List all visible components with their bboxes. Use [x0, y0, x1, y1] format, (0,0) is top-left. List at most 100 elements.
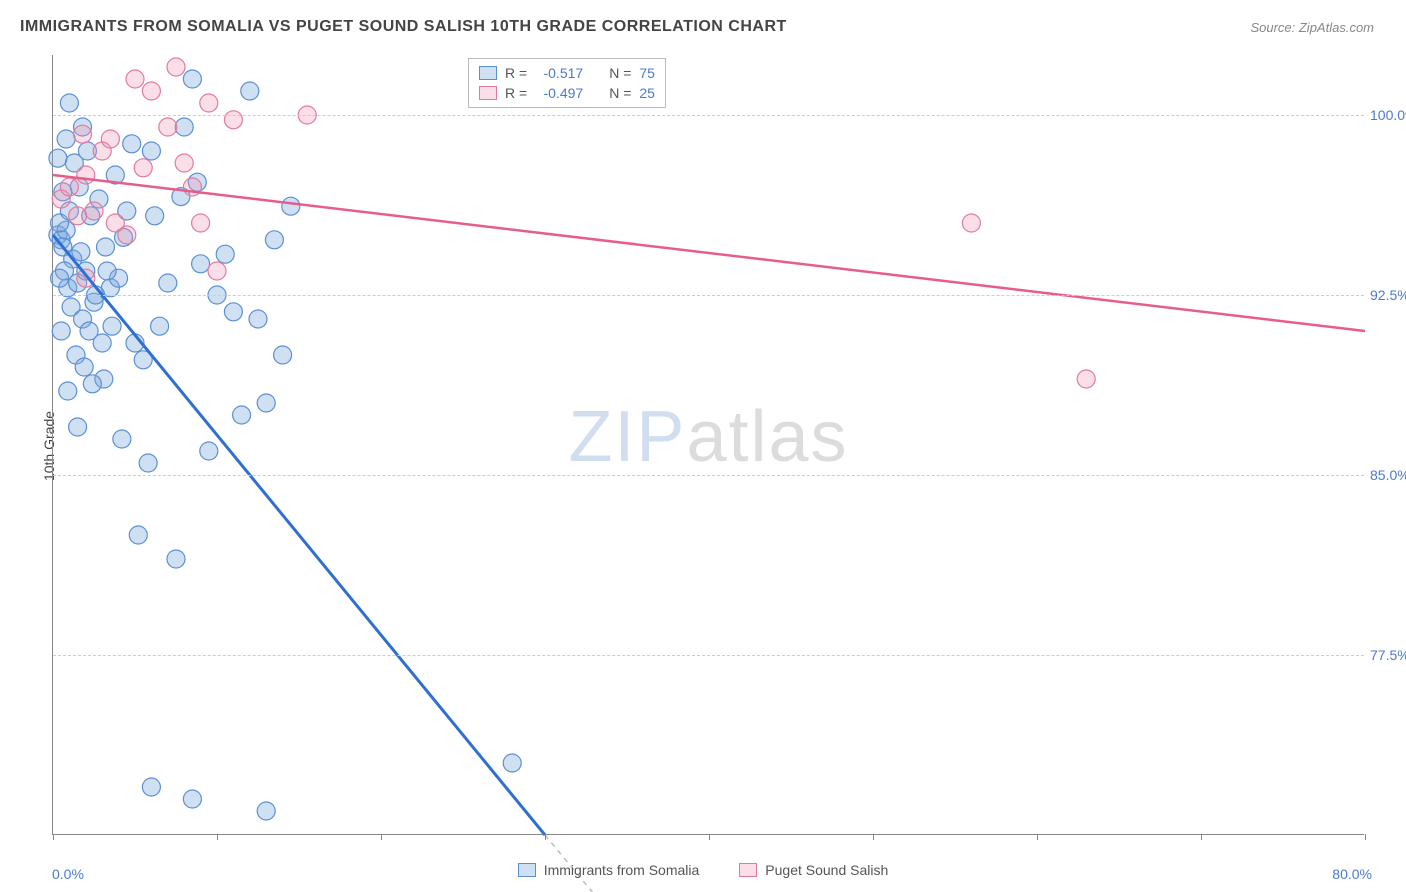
chart-svg: [53, 55, 1364, 834]
data-point: [96, 238, 114, 256]
legend-series-label: Puget Sound Salish: [765, 862, 888, 878]
n-label: N =: [609, 65, 631, 81]
data-point: [224, 303, 242, 321]
data-point: [151, 317, 169, 335]
data-point: [60, 94, 78, 112]
data-point: [142, 82, 160, 100]
r-label: R =: [505, 65, 527, 81]
n-value: 25: [639, 85, 655, 101]
x-tick: [1201, 834, 1202, 840]
data-point: [274, 346, 292, 364]
legend-stat-row: R = -0.517 N = 75: [479, 63, 655, 83]
x-tick: [873, 834, 874, 840]
data-point: [139, 454, 157, 472]
data-point: [159, 274, 177, 292]
data-point: [52, 322, 70, 340]
data-point: [74, 125, 92, 143]
chart-title: IMMIGRANTS FROM SOMALIA VS PUGET SOUND S…: [20, 18, 787, 36]
data-point: [175, 118, 193, 136]
data-point: [142, 142, 160, 160]
y-tick-label: 85.0%: [1370, 467, 1406, 483]
data-point: [159, 118, 177, 136]
data-point: [167, 58, 185, 76]
gridline-h: [53, 115, 1364, 116]
data-point: [69, 418, 87, 436]
x-tick: [709, 834, 710, 840]
trendline-blue: [53, 235, 545, 835]
data-point: [51, 269, 69, 287]
n-label: N =: [609, 85, 631, 101]
data-point: [57, 130, 75, 148]
data-point: [77, 166, 95, 184]
data-point: [83, 375, 101, 393]
data-point: [49, 149, 67, 167]
legend-series-label: Immigrants from Somalia: [544, 862, 700, 878]
data-point: [98, 262, 116, 280]
data-point: [249, 310, 267, 328]
r-value: -0.517: [535, 65, 583, 81]
data-point: [282, 197, 300, 215]
data-point: [60, 178, 78, 196]
data-point: [146, 207, 164, 225]
data-point: [103, 317, 121, 335]
data-point: [224, 111, 242, 129]
data-point: [72, 243, 90, 261]
data-point: [1077, 370, 1095, 388]
data-point: [962, 214, 980, 232]
x-tick: [1037, 834, 1038, 840]
chart-plot-area: ZIPatlas 100.0%92.5%85.0%77.5%: [52, 55, 1364, 835]
data-point: [101, 130, 119, 148]
legend-series-item: Puget Sound Salish: [739, 862, 888, 878]
legend-swatch: [518, 863, 536, 877]
data-point: [183, 790, 201, 808]
gridline-h: [53, 475, 1364, 476]
trendline-pink: [53, 175, 1365, 331]
x-tick: [217, 834, 218, 840]
data-point: [113, 430, 131, 448]
data-point: [216, 245, 234, 263]
data-point: [59, 382, 77, 400]
data-point: [200, 442, 218, 460]
legend-swatch: [479, 86, 497, 100]
data-point: [503, 754, 521, 772]
r-label: R =: [505, 85, 527, 101]
data-point: [142, 778, 160, 796]
data-point: [175, 154, 193, 172]
gridline-h: [53, 295, 1364, 296]
data-point: [257, 802, 275, 820]
data-point: [93, 334, 111, 352]
data-point: [200, 94, 218, 112]
legend-series-item: Immigrants from Somalia: [518, 862, 700, 878]
data-point: [192, 214, 210, 232]
data-point: [192, 255, 210, 273]
legend-series: Immigrants from Somalia Puget Sound Salis…: [0, 862, 1406, 878]
data-point: [106, 214, 124, 232]
data-point: [123, 135, 141, 153]
source-label: Source: ZipAtlas.com: [1250, 20, 1374, 35]
n-value: 75: [639, 65, 655, 81]
data-point: [257, 394, 275, 412]
legend-stat-row: R = -0.497 N = 25: [479, 83, 655, 103]
data-point: [265, 231, 283, 249]
y-tick-label: 92.5%: [1370, 287, 1406, 303]
legend-swatch: [479, 66, 497, 80]
legend-stats: R = -0.517 N = 75 R = -0.497 N = 25: [468, 58, 666, 108]
data-point: [183, 70, 201, 88]
data-point: [126, 70, 144, 88]
data-point: [134, 159, 152, 177]
x-tick: [545, 834, 546, 840]
x-tick: [1365, 834, 1366, 840]
data-point: [69, 207, 87, 225]
gridline-h: [53, 655, 1364, 656]
legend-swatch: [739, 863, 757, 877]
r-value: -0.497: [535, 85, 583, 101]
data-point: [85, 202, 103, 220]
data-point: [167, 550, 185, 568]
data-point: [75, 358, 93, 376]
data-point: [208, 262, 226, 280]
data-point: [233, 406, 251, 424]
y-tick-label: 77.5%: [1370, 647, 1406, 663]
x-tick: [381, 834, 382, 840]
x-tick: [53, 834, 54, 840]
data-point: [241, 82, 259, 100]
